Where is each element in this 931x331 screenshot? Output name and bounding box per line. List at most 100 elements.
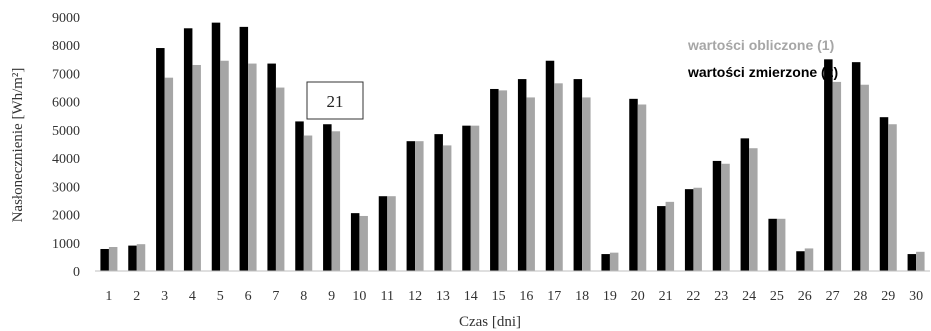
y-tick-label: 5000 — [52, 124, 80, 139]
x-tick-label: 3 — [161, 289, 168, 304]
bar-measured — [685, 189, 694, 271]
x-tick-label: 29 — [881, 289, 895, 304]
x-tick-label: 17 — [547, 289, 561, 304]
y-axis-title: Nasłonecznienie [Wh/m²] — [10, 68, 26, 223]
bar-measured — [601, 254, 610, 271]
legend: wartości obliczone (1) wartości zmierzon… — [687, 37, 838, 80]
bar-measured — [490, 89, 499, 271]
x-axis-title: Czas [dni] — [459, 314, 521, 330]
x-tick-label: 12 — [408, 289, 422, 304]
bar-measured — [741, 138, 750, 271]
y-tick-label: 1000 — [52, 237, 80, 252]
y-tick-label: 0 — [73, 265, 80, 280]
bar-calculated — [276, 88, 285, 271]
bar-calculated — [192, 65, 201, 271]
bar-calculated — [220, 61, 229, 271]
bar-measured — [657, 206, 666, 271]
bar-measured — [240, 27, 249, 271]
x-tick-label: 9 — [328, 289, 335, 304]
bar-calculated — [109, 247, 118, 271]
bar-calculated — [833, 82, 842, 271]
x-tick-label: 25 — [770, 289, 784, 304]
bar-calculated — [471, 126, 480, 271]
x-tick-label: 24 — [742, 289, 756, 304]
bar-calculated — [332, 131, 341, 271]
bars — [100, 23, 924, 271]
bar-measured — [518, 79, 527, 271]
bar-measured — [323, 124, 332, 271]
bar-measured — [574, 79, 583, 271]
bar-calculated — [304, 136, 313, 271]
bar-calculated — [359, 216, 368, 271]
bar-measured — [908, 254, 917, 271]
bar-calculated — [526, 97, 535, 271]
bar-calculated — [165, 78, 174, 271]
bar-measured — [462, 126, 471, 271]
x-tick-label: 10 — [352, 289, 366, 304]
bar-measured — [212, 23, 221, 271]
bar-measured — [100, 249, 109, 271]
y-tick-label: 8000 — [52, 39, 80, 54]
bar-measured — [295, 121, 304, 271]
x-tick-label: 11 — [381, 289, 394, 304]
x-tick-label: 6 — [245, 289, 252, 304]
x-tick-label: 18 — [575, 289, 589, 304]
bar-measured — [768, 219, 777, 271]
bar-calculated — [693, 188, 702, 271]
bar-measured — [824, 59, 833, 271]
x-tick-label: 16 — [519, 289, 533, 304]
x-tick-label: 8 — [300, 289, 307, 304]
bar-calculated — [610, 253, 619, 271]
x-tick-label: 22 — [686, 289, 700, 304]
annotation-box: 21 — [307, 82, 363, 119]
bar-measured — [852, 62, 861, 271]
bar-measured — [629, 99, 638, 271]
bar-measured — [713, 161, 722, 271]
x-tick-label: 5 — [217, 289, 224, 304]
bar-calculated — [638, 104, 647, 271]
x-tick-label: 15 — [492, 289, 506, 304]
bar-calculated — [248, 64, 257, 271]
bar-calculated — [721, 164, 730, 271]
y-axis-ticks: 0 1000 2000 3000 4000 5000 6000 7000 8000 9000 — [52, 11, 80, 280]
bar-measured — [184, 28, 193, 271]
y-tick-label: 6000 — [52, 96, 80, 111]
bar-calculated — [860, 85, 869, 271]
x-tick-label: 30 — [909, 289, 923, 304]
y-tick-label: 3000 — [52, 180, 80, 195]
bar-measured — [880, 117, 889, 271]
bar-calculated — [888, 124, 897, 271]
bar-calculated — [443, 145, 452, 271]
x-tick-label: 1 — [105, 289, 112, 304]
y-tick-label: 9000 — [52, 11, 80, 26]
bar-measured — [128, 246, 137, 271]
x-tick-label: 2 — [133, 289, 140, 304]
bar-measured — [267, 64, 276, 271]
bar-measured — [796, 251, 805, 271]
bar-calculated — [387, 196, 396, 271]
x-tick-label: 21 — [659, 289, 673, 304]
legend-item-measured: wartości zmierzone (2) — [687, 64, 838, 80]
bar-measured — [407, 141, 416, 271]
bar-measured — [351, 213, 360, 271]
bar-calculated — [554, 83, 563, 271]
bar-calculated — [805, 248, 814, 271]
bar-measured — [156, 48, 165, 271]
bar-calculated — [749, 148, 758, 271]
x-tick-label: 7 — [272, 289, 279, 304]
x-tick-label: 23 — [714, 289, 728, 304]
bar-calculated — [499, 90, 508, 271]
x-tick-label: 13 — [436, 289, 450, 304]
x-tick-label: 14 — [464, 289, 478, 304]
bar-calculated — [137, 244, 146, 271]
bar-calculated — [666, 202, 675, 271]
bar-calculated — [582, 97, 591, 271]
bar-calculated — [415, 141, 424, 271]
bar-measured — [379, 196, 388, 271]
x-tick-label: 20 — [631, 289, 645, 304]
bar-measured — [546, 61, 555, 271]
y-tick-label: 4000 — [52, 152, 80, 167]
x-tick-label: 4 — [189, 289, 196, 304]
legend-item-calculated: wartości obliczone (1) — [687, 37, 834, 53]
